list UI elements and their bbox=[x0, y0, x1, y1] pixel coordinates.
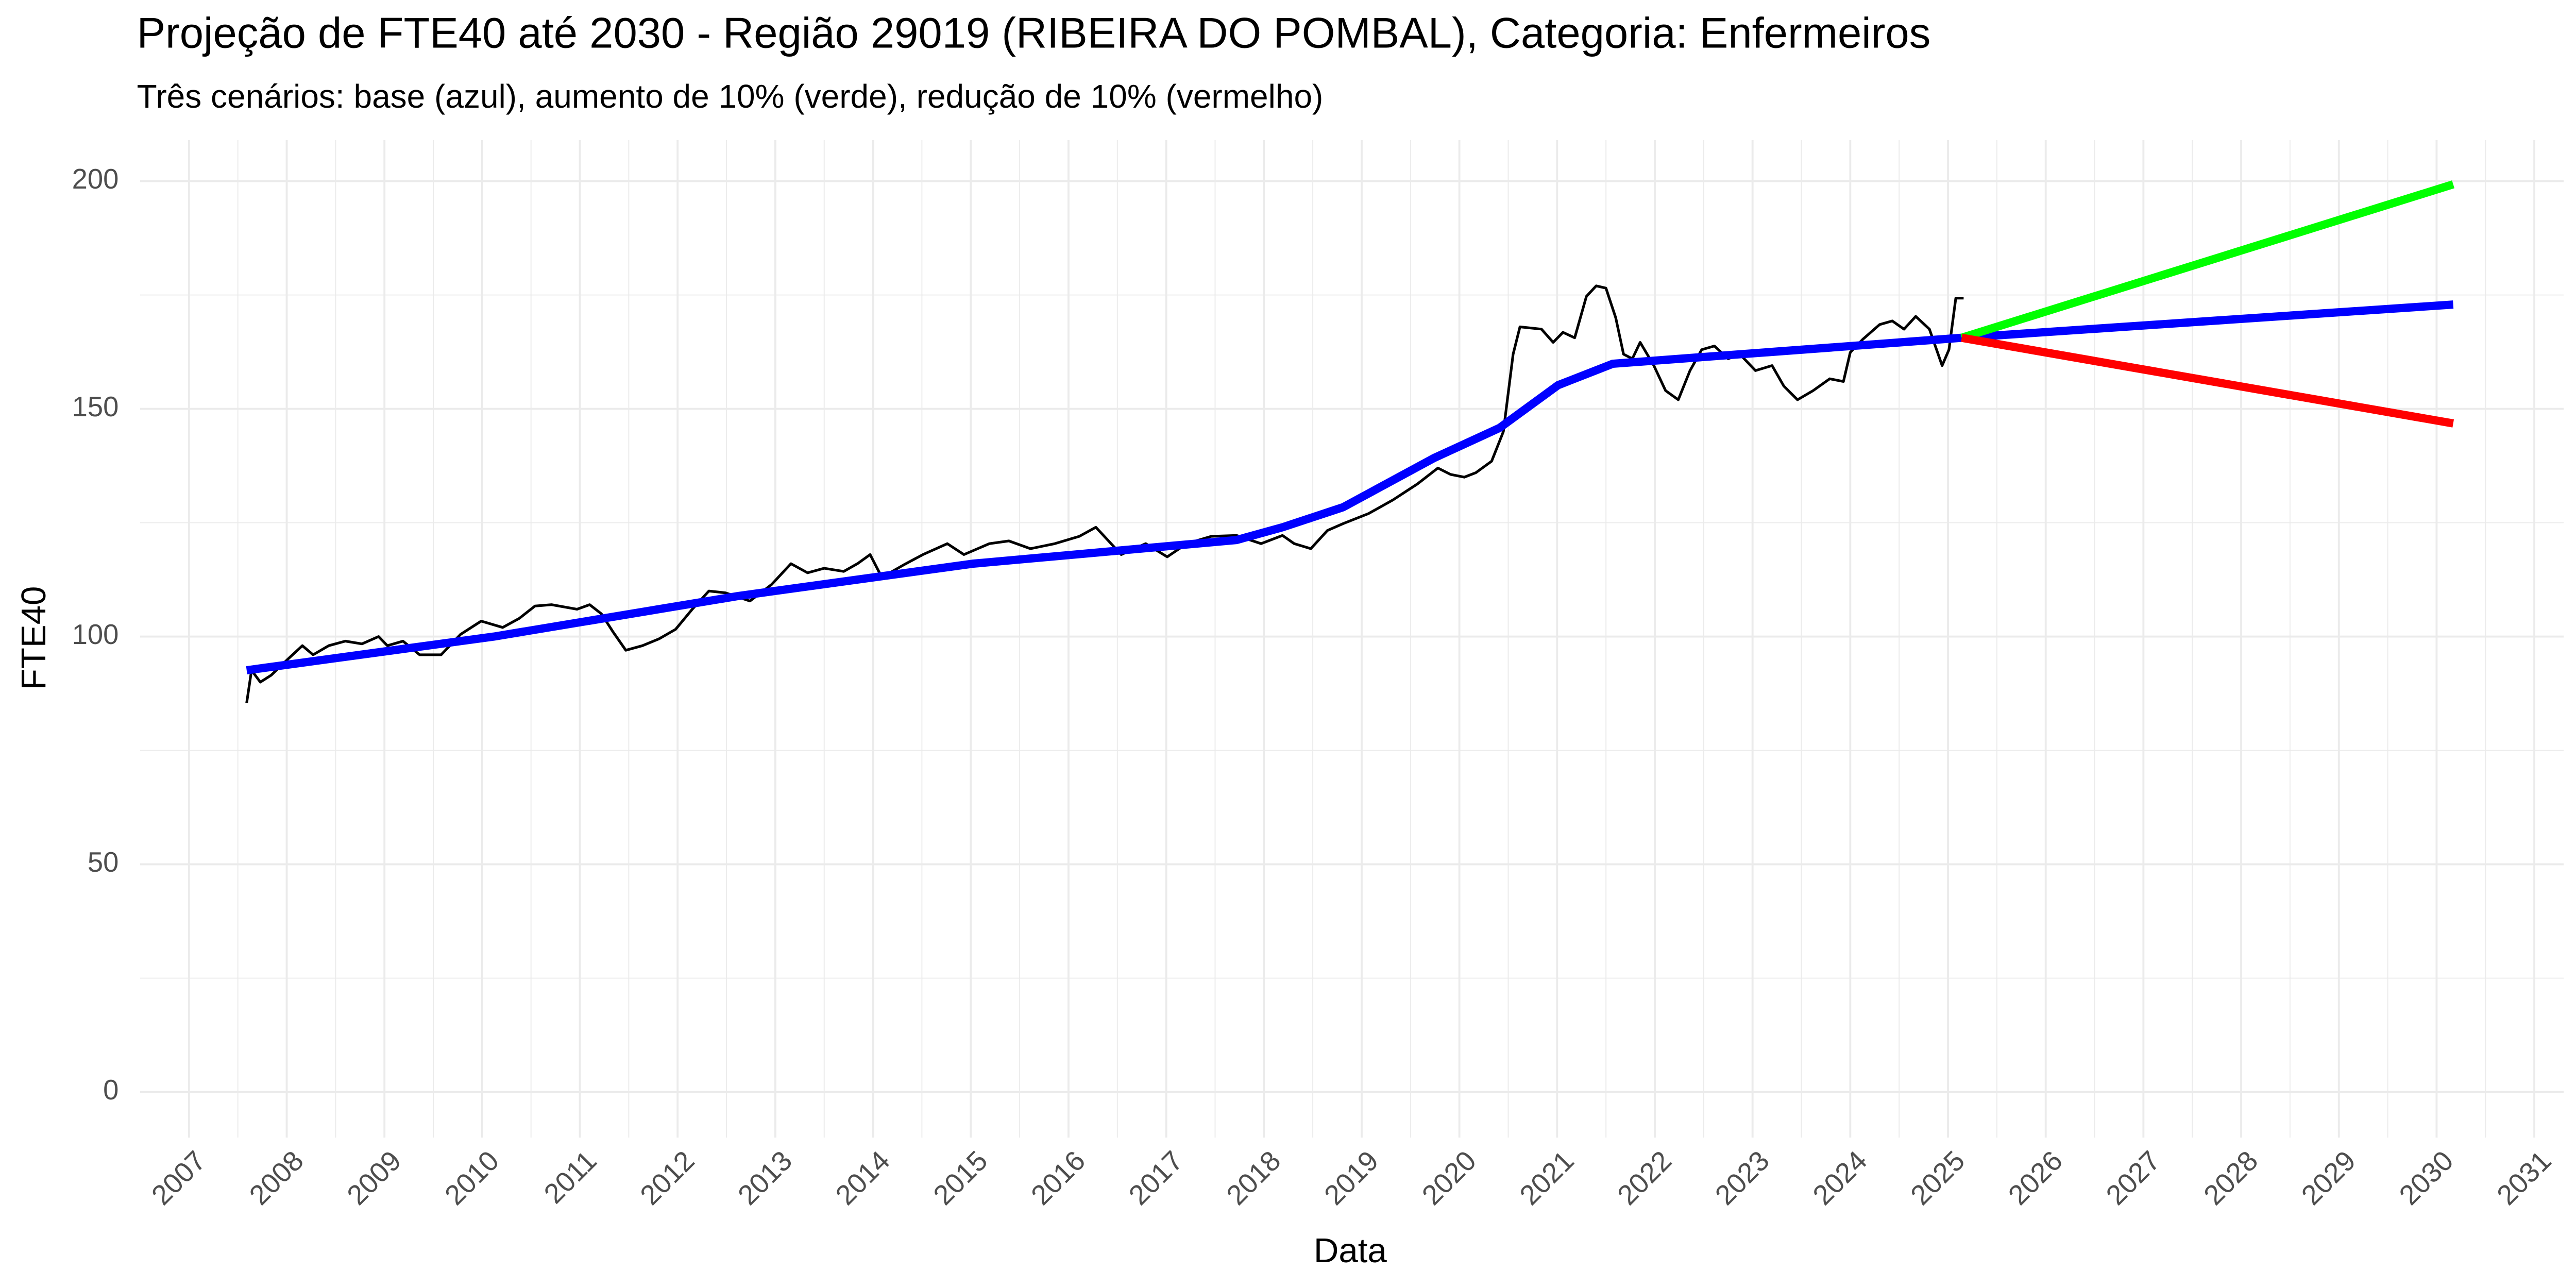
x-tick-label: 2007 bbox=[145, 1145, 212, 1211]
x-tick-label: 2030 bbox=[2393, 1145, 2460, 1211]
x-tick-label: 2024 bbox=[1807, 1145, 1873, 1211]
x-tick-label: 2020 bbox=[1416, 1145, 1482, 1211]
x-tick-label: 2031 bbox=[2491, 1145, 2557, 1211]
x-tick-label: 2011 bbox=[538, 1145, 603, 1210]
x-tick-label: 2022 bbox=[1612, 1145, 1678, 1211]
x-tick-label: 2029 bbox=[2295, 1145, 2362, 1211]
y-axis-label: FTE40 bbox=[14, 586, 53, 690]
x-tick-label: 2017 bbox=[1123, 1145, 1189, 1211]
y-tick-label: 200 bbox=[72, 163, 119, 195]
x-tick-label: 2027 bbox=[2100, 1145, 2166, 1211]
grid bbox=[140, 140, 2564, 1138]
plot-area bbox=[245, 180, 2455, 704]
x-tick-label: 2014 bbox=[829, 1145, 896, 1211]
chart-subtitle: Três cenários: base (azul), aumento de 1… bbox=[137, 78, 1324, 115]
x-tick-label: 2012 bbox=[634, 1145, 701, 1211]
x-axis-label: Data bbox=[1314, 1231, 1387, 1270]
data-line bbox=[1961, 300, 2454, 342]
data-line bbox=[1961, 333, 2454, 428]
y-tick-label: 100 bbox=[72, 619, 119, 650]
x-tick-label: 2019 bbox=[1318, 1145, 1385, 1211]
x-tick-label: 2015 bbox=[927, 1145, 994, 1211]
x-tick-label: 2009 bbox=[341, 1145, 408, 1211]
data-line bbox=[1960, 180, 2455, 342]
chart-title: Projeção de FTE40 até 2030 - Região 2901… bbox=[137, 9, 1931, 57]
x-tick-label: 2018 bbox=[1221, 1145, 1287, 1211]
x-tick-label: 2023 bbox=[1709, 1145, 1775, 1211]
x-tick-label: 2010 bbox=[438, 1145, 505, 1211]
data-line bbox=[245, 284, 1964, 704]
x-tick-label: 2008 bbox=[243, 1145, 310, 1211]
data-line bbox=[246, 333, 1962, 674]
x-tick-label: 2021 bbox=[1514, 1145, 1580, 1211]
x-tick-label: 2026 bbox=[2002, 1145, 2069, 1211]
x-tick-label: 2016 bbox=[1025, 1145, 1091, 1211]
y-tick-label: 150 bbox=[72, 391, 119, 422]
x-tick-label: 2025 bbox=[1905, 1145, 1971, 1211]
x-tick-label: 2013 bbox=[732, 1145, 798, 1211]
x-tick-label: 2028 bbox=[2198, 1145, 2264, 1211]
y-tick-label: 0 bbox=[103, 1074, 118, 1106]
y-tick-label: 50 bbox=[88, 846, 119, 878]
